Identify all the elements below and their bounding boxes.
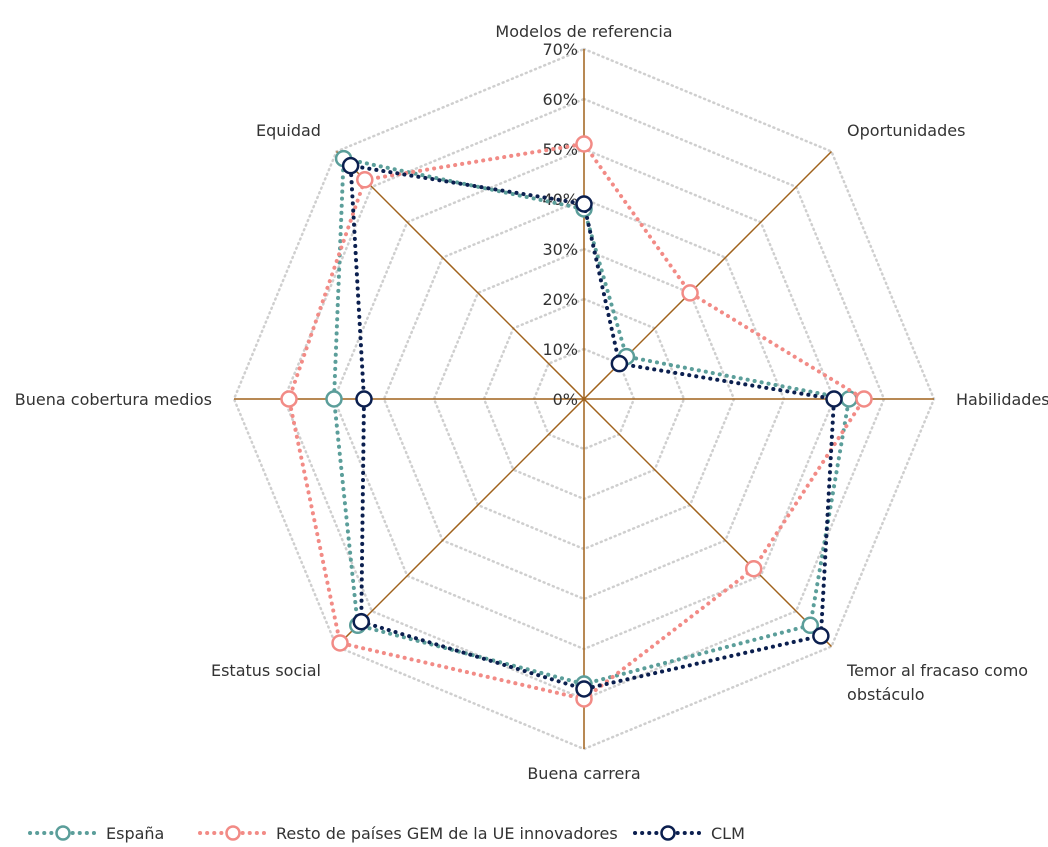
data-point	[331, 634, 349, 652]
data-point	[744, 559, 763, 578]
axis-label: Equidad	[256, 121, 321, 140]
series	[341, 156, 843, 698]
axis-spoke	[335, 150, 585, 400]
axis-label: Habilidades	[956, 390, 1048, 409]
data-point	[812, 627, 830, 645]
legend-label: España	[106, 824, 164, 843]
legend-label: Resto de países GEM de la UE innovadores	[276, 824, 618, 843]
data-point	[355, 390, 373, 408]
tick-label: 30%	[542, 240, 578, 259]
data-point	[341, 156, 360, 175]
data-point	[352, 612, 371, 631]
series	[280, 135, 873, 708]
axis-spoke	[335, 398, 585, 648]
axis-label: Buena carrera	[527, 764, 640, 783]
data-point	[575, 680, 593, 698]
axis-label: Estatus social	[211, 661, 321, 680]
grid-ring	[282, 97, 886, 701]
axis-category-labels: Modelos de referencia Oportunidades Habili…	[15, 22, 1048, 783]
data-point	[825, 390, 843, 408]
legend-marker	[660, 825, 676, 841]
series-line	[348, 163, 837, 692]
radial-tick-labels: 0%10%20%30%40%50%60%70%	[542, 40, 578, 409]
axis-label: Modelos de referencia	[495, 22, 672, 41]
tick-label: 70%	[542, 40, 578, 59]
data-point	[575, 195, 593, 213]
tick-label: 20%	[542, 290, 578, 309]
axis-spoke	[583, 398, 833, 648]
data-point	[280, 390, 298, 408]
data-point	[575, 135, 593, 153]
axis-label: Oportunidades	[847, 121, 965, 140]
series-line	[286, 141, 867, 702]
legend-item: España	[28, 824, 164, 843]
data-point	[801, 616, 820, 635]
axis-label: Buena cobertura medios	[15, 390, 212, 409]
legend-item: CLM	[633, 824, 745, 843]
legend-item: Resto de países GEM de la UE innovadores	[198, 824, 618, 843]
legend: España Resto de países GEM de la UE innov…	[28, 824, 745, 843]
legend-marker	[55, 825, 71, 841]
grid-ring	[532, 347, 636, 451]
legend-marker	[225, 825, 241, 841]
tick-label: 10%	[542, 340, 578, 359]
grid-ring	[382, 197, 786, 601]
tick-label: 60%	[542, 90, 578, 109]
data-point	[681, 284, 699, 302]
tick-label: 0%	[553, 390, 578, 409]
axis-label: Temor al fracaso como obstáculo	[846, 661, 1028, 704]
radar-series	[280, 135, 873, 708]
data-point	[610, 354, 629, 373]
data-point	[855, 390, 873, 408]
data-point	[325, 390, 343, 408]
data-point	[356, 171, 374, 189]
legend-label: CLM	[711, 824, 745, 843]
